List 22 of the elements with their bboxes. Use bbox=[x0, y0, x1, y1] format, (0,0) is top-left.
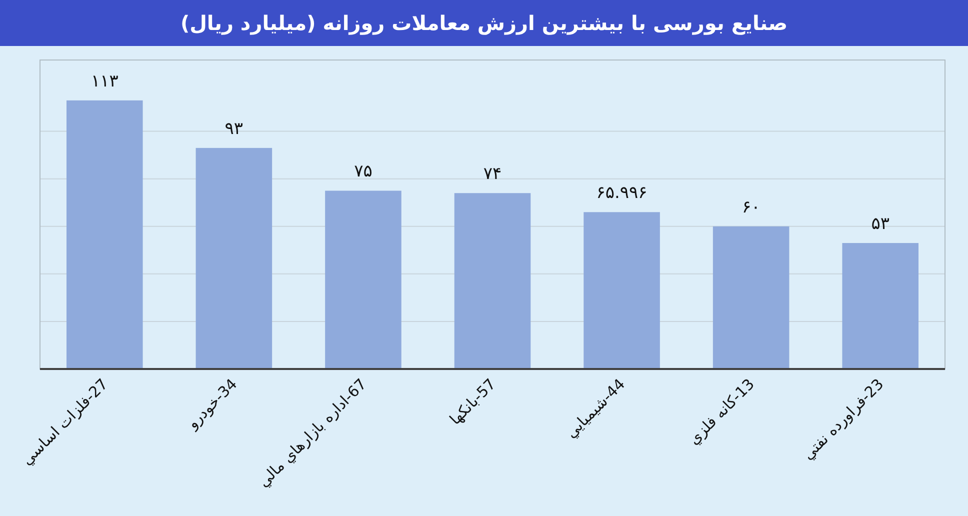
x-tick-label: 44-شيميايي bbox=[562, 375, 629, 442]
bar bbox=[325, 190, 402, 369]
data-label: ۶۵.۹۹۶ bbox=[596, 183, 648, 204]
bar bbox=[196, 148, 272, 369]
x-tick-label: 27-فلزات اساسي bbox=[18, 375, 112, 469]
x-tick-label: 34-خودرو bbox=[182, 375, 241, 433]
data-label: ۶۰ bbox=[742, 197, 760, 218]
data-label: ۵۳ bbox=[871, 214, 890, 234]
bar bbox=[584, 212, 660, 369]
x-tick-label: 23-فراورده نفتي bbox=[798, 375, 888, 464]
x-tick-label: 13-كانه فلزي bbox=[684, 375, 758, 448]
data-label: ۹۳ bbox=[224, 118, 244, 139]
data-label: ۱۱۳ bbox=[90, 71, 118, 92]
bar bbox=[842, 243, 918, 369]
x-tick-label: 57-بانكها bbox=[446, 375, 500, 428]
bar bbox=[712, 226, 790, 369]
data-label: ۷۵ bbox=[354, 162, 372, 182]
bar bbox=[454, 193, 531, 369]
chart-title: صنایع بورسی با بیشترین ارزش معاملات روزانه (میلیارد ریال) bbox=[180, 11, 788, 35]
bar bbox=[66, 100, 143, 369]
data-label: ۷۴ bbox=[483, 164, 502, 184]
x-tick-label: 67-اداره بازارهاي مالي bbox=[254, 375, 370, 491]
